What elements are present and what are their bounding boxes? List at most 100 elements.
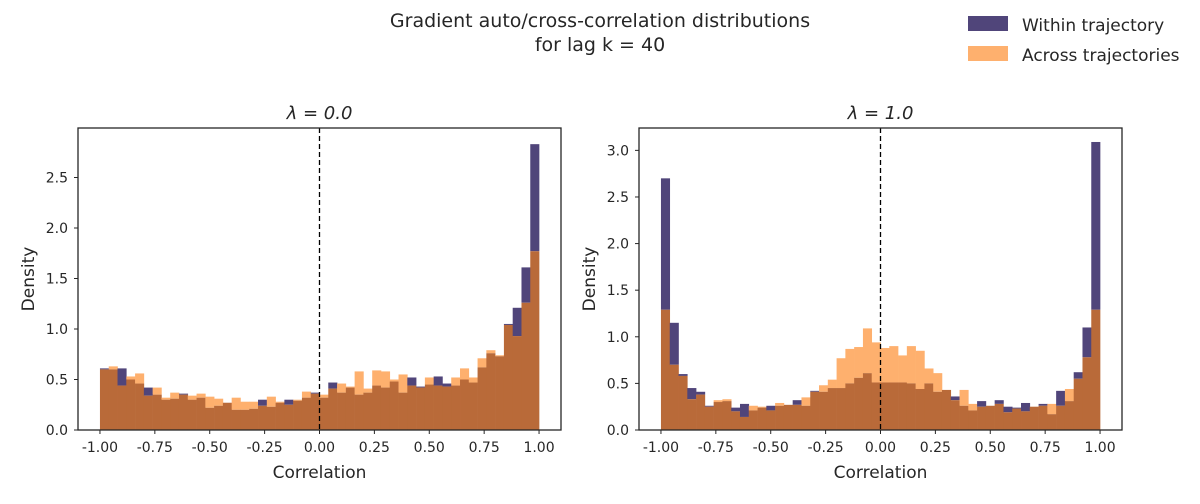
bar-across xyxy=(1064,388,1074,402)
x-tick-label: -0.50 xyxy=(753,440,789,456)
bar-within xyxy=(810,390,820,392)
bar-overlap xyxy=(117,385,127,430)
x-tick-label: 0.25 xyxy=(359,440,390,456)
x-tick-label: 0.25 xyxy=(920,440,951,456)
bar-within xyxy=(143,387,153,396)
bar-within xyxy=(178,393,189,395)
bar-within xyxy=(1003,406,1013,413)
bar-across xyxy=(266,396,276,407)
bar-across xyxy=(898,355,908,383)
bar-across xyxy=(231,397,241,410)
bar-overlap xyxy=(915,388,925,430)
bar-within xyxy=(687,388,697,400)
bar-overlap xyxy=(792,404,802,430)
bar-overlap xyxy=(669,364,679,430)
left-x-label: Correlation xyxy=(273,463,367,483)
bar-overlap xyxy=(328,388,338,430)
bar-across xyxy=(933,373,943,392)
x-tick-label: -0.75 xyxy=(698,440,734,456)
bar-across xyxy=(959,389,969,406)
bar-overlap xyxy=(380,387,391,430)
bar-across xyxy=(845,348,855,384)
bar-within xyxy=(696,391,706,395)
bar-overlap xyxy=(503,324,513,430)
bar-overlap xyxy=(240,409,250,430)
bar-within xyxy=(1091,141,1101,310)
bar-overlap xyxy=(310,393,320,430)
x-tick-label: 0.00 xyxy=(865,440,896,456)
bar-overlap xyxy=(266,406,276,430)
bar-within xyxy=(1038,403,1048,406)
bar-across xyxy=(380,371,391,388)
bar-across xyxy=(801,397,811,406)
bar-overlap xyxy=(1012,408,1022,430)
bar-within xyxy=(950,396,960,401)
y-tick-label: 2.0 xyxy=(607,237,629,253)
bar-overlap xyxy=(731,411,741,430)
bar-overlap xyxy=(924,383,934,430)
bar-overlap xyxy=(783,404,793,430)
bar-overlap xyxy=(889,382,899,430)
y-tick-label: 3.0 xyxy=(607,143,629,159)
bar-overlap xyxy=(170,398,180,430)
bar-overlap xyxy=(704,406,714,430)
bar-overlap xyxy=(152,394,162,430)
bar-across xyxy=(240,401,250,410)
figure-title-line2: for lag k = 40 xyxy=(535,34,665,56)
x-tick-label: -1.00 xyxy=(643,440,679,456)
bar-overlap xyxy=(205,407,215,430)
bar-overlap xyxy=(1064,401,1074,430)
bar-overlap xyxy=(871,382,881,430)
bar-overlap xyxy=(801,405,811,430)
x-tick-label: -0.25 xyxy=(807,440,843,456)
bar-overlap xyxy=(1082,357,1092,430)
legend-label-within: Within trajectory xyxy=(1022,16,1164,36)
bar-overlap xyxy=(1003,412,1013,430)
bar-across xyxy=(924,368,934,384)
y-tick-label: 0.5 xyxy=(607,376,629,392)
bar-overlap xyxy=(486,353,496,430)
bar-overlap xyxy=(530,251,540,430)
bar-within xyxy=(310,392,320,394)
bar-across xyxy=(880,347,890,383)
bar-within xyxy=(521,267,531,303)
legend-swatch-across xyxy=(968,46,1008,61)
bar-across xyxy=(108,366,118,370)
bar-across xyxy=(135,373,145,384)
x-tick-label: -0.25 xyxy=(246,440,282,456)
bar-overlap xyxy=(678,375,688,430)
bar-overlap xyxy=(214,405,224,430)
bar-within xyxy=(416,386,426,388)
bar-across xyxy=(170,392,180,399)
bar-across xyxy=(293,399,303,401)
bar-within xyxy=(977,401,987,407)
bar-overlap xyxy=(293,400,303,430)
bar-overlap xyxy=(977,406,987,430)
bar-overlap xyxy=(389,381,399,430)
bar-across xyxy=(495,355,505,357)
left-axes-title: λ = 0.0 xyxy=(286,103,353,124)
bar-overlap xyxy=(1038,405,1048,430)
y-tick-label: 2.5 xyxy=(46,170,68,186)
legend-label-across: Across trajectories xyxy=(1022,46,1180,66)
left-histogram: λ = 0.0 Correlation Density -1.00 -0.75 -0… xyxy=(19,103,562,483)
bar-overlap xyxy=(512,336,522,430)
bar-overlap xyxy=(898,382,908,430)
x-tick-label: -0.75 xyxy=(137,440,173,456)
bar-within xyxy=(669,322,679,365)
bar-across xyxy=(854,347,864,378)
bar-overlap xyxy=(906,383,916,430)
bar-within xyxy=(328,382,338,389)
bar-overlap xyxy=(301,397,312,430)
bar-overlap xyxy=(1091,309,1101,430)
legend: Within trajectory Across trajectories xyxy=(968,16,1180,66)
bar-overlap xyxy=(275,402,285,430)
bar-overlap xyxy=(959,405,969,430)
bar-overlap xyxy=(687,399,697,430)
bar-across xyxy=(460,368,470,380)
bar-overlap xyxy=(161,399,171,430)
y-tick-label: 1.5 xyxy=(46,271,68,287)
bar-overlap xyxy=(933,391,943,430)
bar-overlap xyxy=(1047,414,1057,430)
x-tick-label: -1.00 xyxy=(82,440,118,456)
